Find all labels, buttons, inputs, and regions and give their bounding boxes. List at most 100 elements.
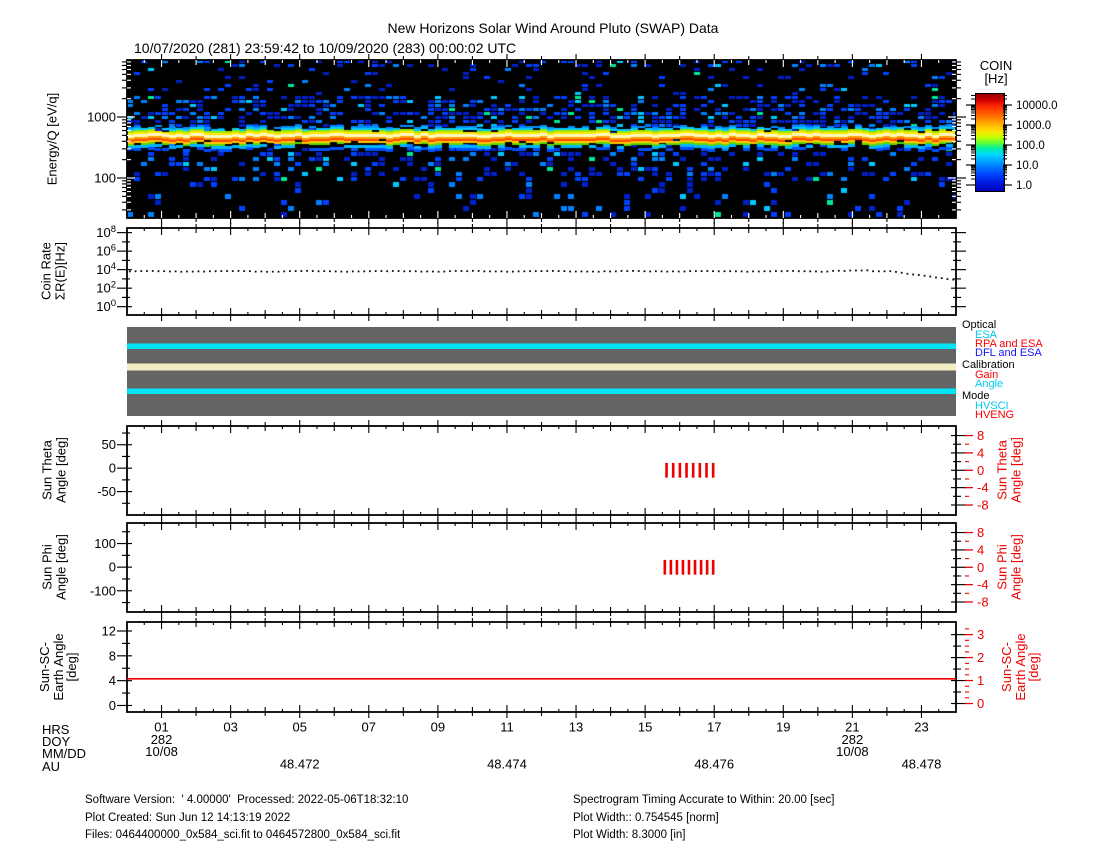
tick-label: 17 (707, 720, 721, 735)
tick-label: 106 (96, 243, 116, 259)
footer-software-version: Software Version: ' 4.00000' Processed: … (85, 794, 409, 806)
axis-title-coin-rate: Coin Rate ΣR(E)[Hz] (38, 242, 68, 300)
tick-label: 05 (292, 720, 306, 735)
tick-label: 100 (94, 171, 116, 186)
tick-label: 07 (362, 720, 376, 735)
xaxis-row-label-mmdd: MM/DD (42, 746, 87, 761)
legend-item-esa: ESA (975, 328, 998, 341)
time-range-subtitle: 10/07/2020 (281) 23:59:42 to 10/09/2020 … (134, 40, 517, 56)
sun-theta-marks (665, 462, 715, 478)
legend-item-gain: Gain (975, 368, 999, 381)
sun-phi-marks (663, 559, 715, 575)
tick-label: 50 (102, 437, 116, 452)
tick-label: 1000.0 (1016, 120, 1051, 132)
page-title: New Horizons Solar Wind Around Pluto (SW… (387, 20, 719, 36)
axis-title-sun-theta-left: Sun Theta Angle [deg] (39, 437, 69, 503)
axis-title-sun-sc-earth-left: Sun-SC- Earth Angle [deg] (36, 633, 79, 701)
tick-label: -100 (90, 583, 116, 598)
legend-item-dfl-and-esa: DFL and ESA (975, 346, 1042, 359)
axis-title-sun-phi-left: Sun Phi Angle [deg] (39, 534, 69, 600)
tick-label: -4 (977, 577, 989, 592)
tick-label: 03 (223, 720, 237, 735)
footer-plot-width-norm: Plot Width:: 0.754545 [norm] (573, 812, 719, 824)
colorbar-title: COIN (979, 58, 1013, 73)
tick-label: 1 (977, 673, 984, 688)
tick-label: 108 (96, 224, 116, 240)
timeline-band-calibration (127, 363, 956, 371)
tick-label: 102 (96, 280, 116, 296)
right-red-axis-ticks (965, 434, 973, 705)
tick-label: 4 (977, 445, 984, 460)
axis-title-energy: Energy/Q [eV/q] (44, 92, 60, 186)
tick-label: 100 (94, 536, 116, 551)
ops-timeline-bands (127, 327, 956, 416)
tick-label: 10000.0 (1016, 100, 1058, 112)
tick-label: 12 (102, 624, 116, 639)
legend-item-hvsci: HVSCI (975, 399, 1009, 412)
tick-label: 1.0 (1016, 180, 1032, 192)
tick-label: -8 (977, 498, 989, 513)
tick-label: 0 (109, 560, 116, 575)
tick-label: 0 (977, 463, 984, 478)
tick-label: 100.0 (1016, 140, 1045, 152)
footer-files: Files: 0464400000_0x584_sci.fit to 04645… (85, 829, 401, 841)
axis-title-sun-phi-right: Sun Phi Angle [deg] (994, 534, 1024, 600)
tick-label: 100 (96, 298, 116, 314)
timeline-band-optical-esa (127, 343, 956, 349)
tick-label: 09 (431, 720, 445, 735)
tick-label: 0 (977, 560, 984, 575)
tick-label: 3 (977, 627, 984, 642)
tick-label: 0 (109, 461, 116, 476)
tick-label: 4 (977, 542, 984, 557)
tick-label: 23 (914, 720, 928, 735)
colorbar-gradient (975, 93, 1005, 192)
tick-label: 1000 (87, 110, 116, 125)
tick-label: 48.472 (280, 757, 320, 772)
xaxis-row-label-au: AU (42, 758, 61, 774)
xaxis-row-label-hrs: HRS (42, 721, 70, 737)
tick-label: 2 (977, 650, 984, 665)
footer-plot-width-in: Plot Width: 8.3000 [in] (573, 829, 686, 841)
tick-label: 48.478 (902, 757, 942, 772)
tick-label: 8 (109, 648, 116, 663)
legend-header-optical: Optical (962, 319, 997, 331)
footer-plot-created: Plot Created: Sun Jun 12 14:13:19 2022 (85, 812, 291, 824)
legend-item-angle: Angle (975, 377, 1004, 390)
tick-label: 21 (845, 720, 859, 735)
tick-label: 0 (977, 696, 984, 711)
tick-label: 282 (842, 732, 864, 747)
tick-label: 282 (151, 732, 173, 747)
timeline-band-mode-hvsci (127, 388, 956, 395)
tick-label: 48.474 (487, 757, 527, 772)
tick-label: 48.476 (694, 757, 734, 772)
tick-label: 8 (977, 525, 984, 540)
tick-label: 01 (154, 720, 168, 735)
axis-title-sun-sc-earth-right: Sun-SC- Earth Angle [deg] (998, 633, 1041, 701)
energy-spectrogram-canvas (127, 60, 956, 218)
axis-title-sun-theta-right: Sun Theta Angle [deg] (994, 437, 1024, 503)
tick-label: 8 (977, 428, 984, 443)
tick-label: 13 (569, 720, 583, 735)
tick-label: -4 (977, 480, 989, 495)
tick-label: 15 (638, 720, 652, 735)
tick-label: 0 (109, 698, 116, 713)
tick-label: 10/08 (145, 744, 178, 759)
tick-label: 19 (776, 720, 790, 735)
tick-label: -8 (977, 595, 989, 610)
legend-item-rpa-and-esa: RPA and ESA (975, 337, 1043, 350)
footer-timing-accuracy: Spectrogram Timing Accurate to Within: 2… (573, 794, 835, 806)
colorbar-unit: [Hz] (984, 71, 1008, 86)
legend-header-calibration: Calibration (962, 359, 1015, 371)
coin-rate-series (128, 269, 955, 281)
xaxis-row-label-doy: DOY (42, 734, 71, 749)
tick-label: 104 (96, 261, 116, 277)
legend-item-hveng: HVENG (975, 408, 1015, 421)
tick-label: -50 (97, 484, 116, 499)
tick-label: 10.0 (1016, 160, 1038, 172)
tick-label: 10/08 (836, 744, 869, 759)
legend-header-mode: Mode (962, 390, 990, 402)
tick-label: 4 (109, 673, 116, 688)
tick-label: 11 (500, 720, 514, 735)
